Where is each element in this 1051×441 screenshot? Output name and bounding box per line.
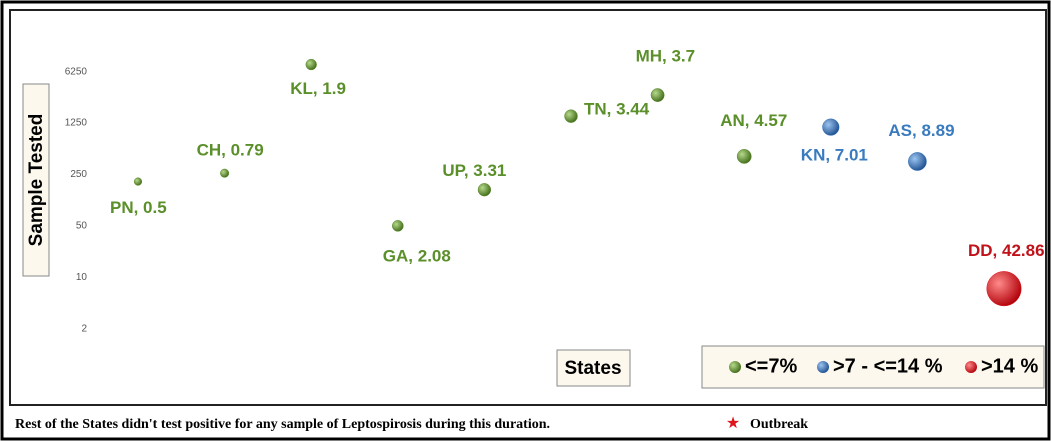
data-label: AN, 4.57 [720, 111, 787, 130]
bubble [736, 149, 752, 164]
star-icon: ★ [726, 415, 740, 432]
legend-label: >7 - <=14 % [833, 355, 943, 377]
bubble [392, 220, 404, 232]
x-axis-title: States [564, 358, 621, 379]
legend-label: <=7% [745, 355, 797, 377]
data-label: AS, 8.89 [888, 121, 954, 140]
data-label: GA, 2.08 [383, 246, 451, 265]
bubble [822, 118, 840, 136]
y-tick-label: 2 [81, 323, 87, 334]
data-label: DD, 42.86 [968, 241, 1045, 260]
y-tick-label: 1250 [65, 118, 88, 129]
y-tick-label: 50 [76, 220, 88, 231]
data-label: PN, 0.5 [110, 198, 167, 217]
legend-marker [965, 361, 977, 373]
y-tick-label: 10 [76, 272, 88, 283]
y-tick-label: 6250 [65, 66, 88, 77]
data-label: UP, 3.31 [442, 161, 506, 180]
bubble [908, 152, 927, 171]
data-label: KN, 7.01 [801, 146, 868, 165]
bubble [564, 109, 578, 123]
legend-marker [729, 361, 741, 373]
data-label: CH, 0.79 [197, 141, 264, 160]
bubble [986, 271, 1022, 307]
legend-marker [817, 361, 829, 373]
bubble [650, 88, 665, 102]
data-label: KL, 1.9 [290, 79, 346, 98]
bubble [133, 177, 143, 186]
bubble [477, 183, 492, 197]
footnote: Rest of the States didn't test positive … [15, 417, 550, 432]
y-title-box [22, 83, 50, 277]
bubble [220, 168, 230, 178]
annotation: Outbreak [750, 417, 808, 432]
y-axis-title: Sample Tested [26, 114, 47, 247]
bubble [305, 58, 317, 71]
data-label: MH, 3.7 [636, 47, 696, 66]
legend-box [701, 345, 1045, 389]
legend-label: >14 % [981, 355, 1038, 377]
y-tick-label: 250 [70, 169, 87, 180]
chart-frame [9, 9, 1047, 406]
data-label: TN, 3.44 [584, 100, 650, 119]
x-title-box [556, 349, 631, 387]
